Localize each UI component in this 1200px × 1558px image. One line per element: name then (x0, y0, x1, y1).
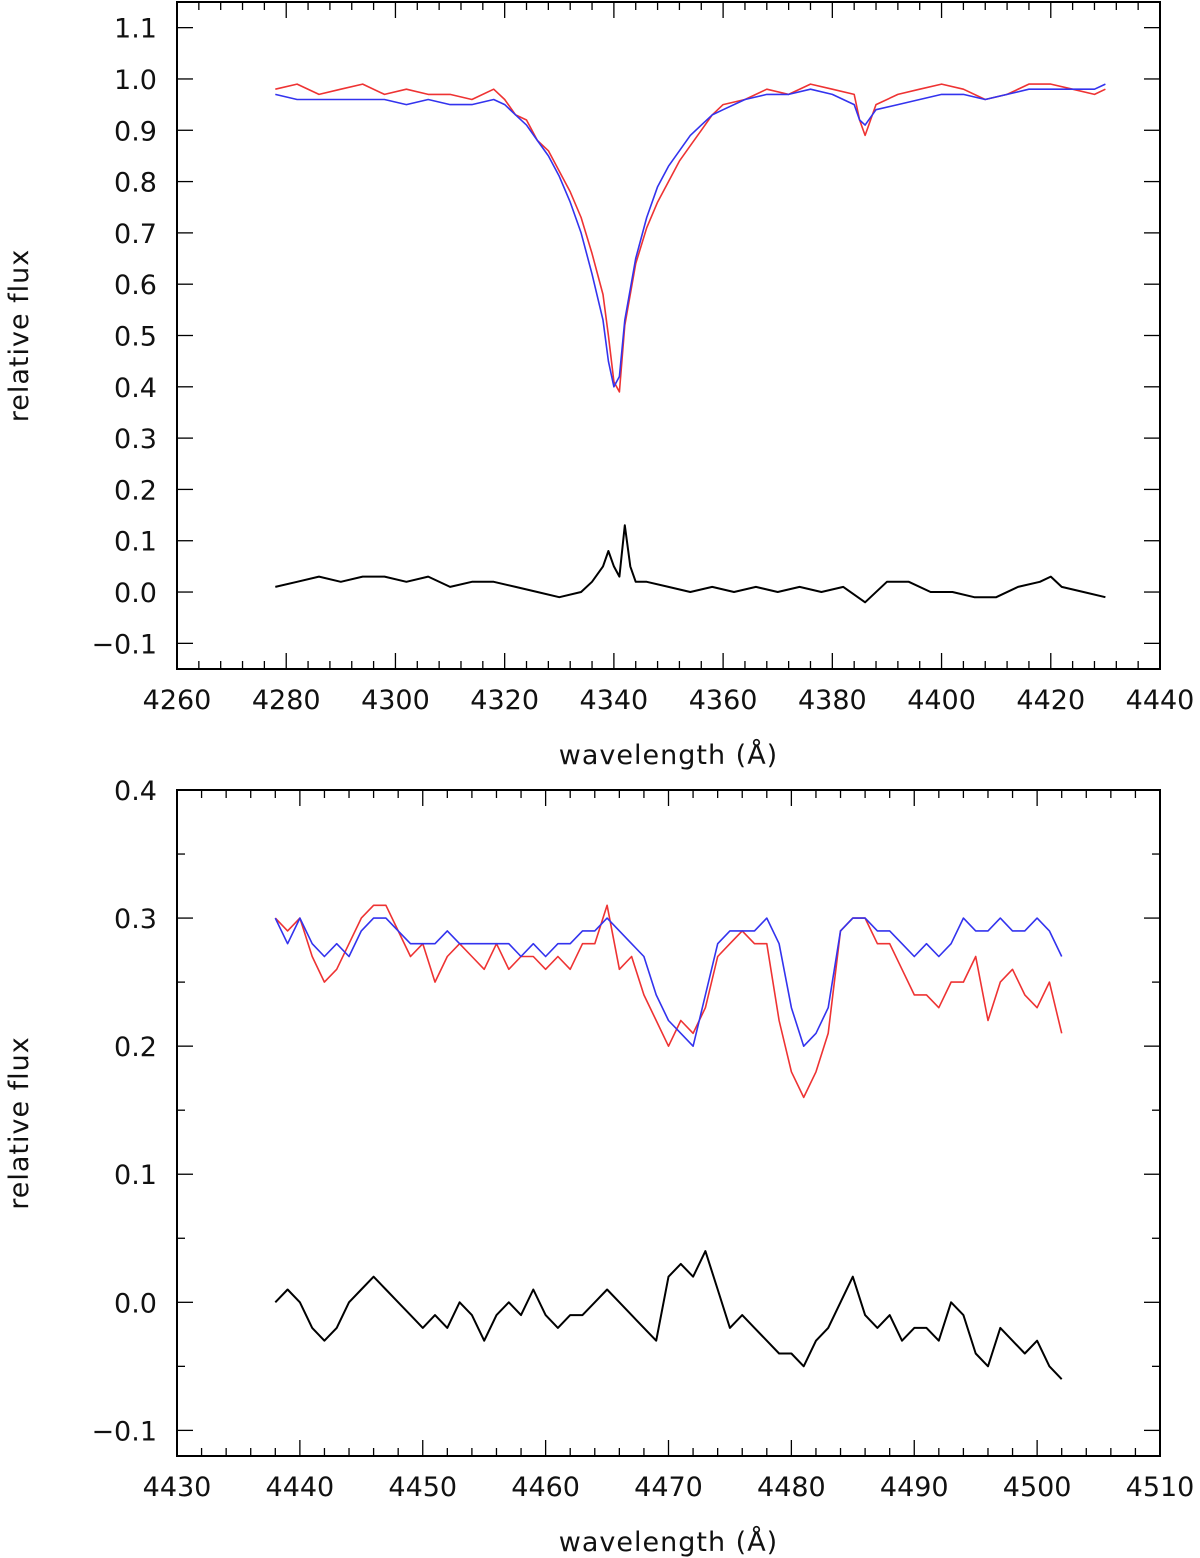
y-tick-label: 0.0 (114, 1288, 157, 1319)
y-tick-label: 1.1 (114, 14, 157, 45)
x-tick-label: 4450 (388, 1472, 457, 1503)
y-tick-label: 0.3 (114, 904, 157, 935)
y-tick-label: 0.4 (114, 373, 157, 404)
x-tick-label: 4490 (880, 1472, 949, 1503)
y-tick-label: −0.1 (91, 629, 157, 660)
model-spectrum-line (275, 83, 1106, 388)
observed-spectrum-line (275, 83, 1106, 393)
x-tick-label: 4480 (757, 1472, 826, 1503)
y-tick-label: 0.2 (114, 1032, 157, 1063)
x-tick-label: 4260 (143, 685, 212, 716)
observed-spectrum-line (274, 904, 1063, 1099)
x-tick-label: 4280 (252, 685, 321, 716)
x-tick-label: 4320 (470, 685, 539, 716)
y-axis-title: relative flux (4, 249, 35, 423)
y-tick-label: 0.1 (114, 527, 157, 558)
x-tick-label: 4380 (798, 685, 867, 716)
x-tick-label: 4500 (1003, 1472, 1072, 1503)
y-tick-label: 0.2 (114, 475, 157, 506)
residual-line (274, 1250, 1063, 1380)
x-tick-label: 4420 (1016, 685, 1085, 716)
y-tick-label: −0.1 (91, 1416, 157, 1447)
y-tick-label: 0.8 (114, 168, 157, 199)
y-axis-title: relative flux (4, 1036, 35, 1210)
chart-panel-top: 4260 4280 4300 4320 4340 4360 4380 4400 4420 4440… (4, 1, 1195, 771)
residual-line (275, 524, 1106, 604)
x-tick-label: 4340 (580, 685, 649, 716)
x-tick-label: 4440 (1126, 685, 1195, 716)
y-tick-label: 0.3 (114, 424, 157, 455)
chart-panel-bottom: 4430 4440 4450 4460 4470 4480 4490 4500 4510 −0.1… (4, 776, 1194, 1558)
y-tick-label: 0.0 (114, 578, 157, 609)
plot-frame (176, 789, 1161, 1457)
x-tick-label: 4300 (361, 685, 430, 716)
y-tick-label: 0.5 (114, 322, 157, 353)
x-tick-label: 4470 (634, 1472, 703, 1503)
y-tick-label: 0.7 (114, 219, 157, 250)
x-tick-label: 4430 (143, 1472, 212, 1503)
x-tick-label: 4400 (907, 685, 976, 716)
x-axis-title: wavelength (Å) (559, 739, 778, 771)
y-tick-label: 0.6 (114, 270, 157, 301)
x-axis-title: wavelength (Å) (559, 1526, 778, 1558)
x-tick-label: 4440 (266, 1472, 335, 1503)
y-tick-label: 0.9 (114, 116, 157, 147)
x-tick-label: 4510 (1126, 1472, 1195, 1503)
x-tick-label: 4460 (511, 1472, 580, 1503)
y-tick-label: 0.4 (114, 776, 157, 807)
x-tick-label: 4360 (689, 685, 758, 716)
model-spectrum-line (274, 917, 1063, 1047)
plot-frame (176, 1, 1161, 670)
y-tick-label: 1.0 (114, 65, 157, 96)
y-tick-label: 0.1 (114, 1160, 157, 1191)
